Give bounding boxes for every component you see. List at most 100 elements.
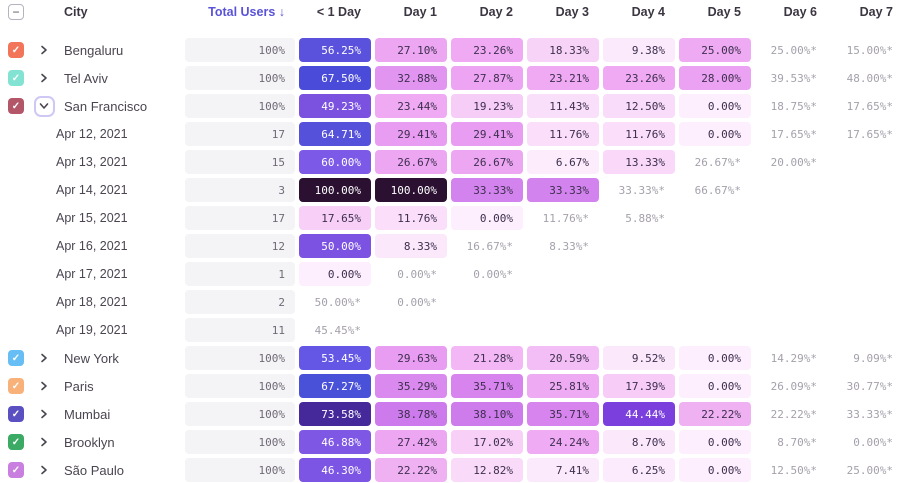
retention-cell[interactable]: 73.58% — [299, 402, 371, 426]
retention-cell[interactable]: 9.09%* — [853, 351, 893, 365]
retention-cell[interactable]: 26.67% — [375, 150, 447, 174]
expand-chevron-icon[interactable] — [32, 402, 56, 426]
row-checkbox[interactable]: ✓ — [8, 70, 24, 86]
retention-cell[interactable]: 46.88% — [299, 430, 371, 454]
retention-cell[interactable]: 25.81% — [527, 374, 599, 398]
retention-cell[interactable]: 28.00% — [679, 66, 751, 90]
retention-cell[interactable]: 17.65%* — [846, 127, 893, 141]
expand-chevron-icon[interactable] — [32, 430, 56, 454]
retention-cell[interactable]: 33.33% — [451, 178, 523, 202]
retention-cell[interactable]: 0.00% — [299, 262, 371, 286]
retention-cell[interactable]: 8.70% — [603, 430, 675, 454]
retention-cell[interactable]: 6.25% — [603, 458, 675, 482]
expand-chevron-icon[interactable] — [32, 374, 56, 398]
retention-cell[interactable]: 13.33% — [603, 150, 675, 174]
retention-cell[interactable]: 0.00% — [679, 122, 751, 146]
retention-cell[interactable]: 23.44% — [375, 94, 447, 118]
retention-cell[interactable]: 26.09%* — [770, 379, 817, 393]
retention-cell[interactable]: 29.41% — [451, 122, 523, 146]
retention-cell[interactable]: 48.00%* — [846, 71, 893, 85]
collapse-chevron-icon[interactable] — [32, 94, 56, 118]
retention-cell[interactable]: 11.76% — [527, 122, 599, 146]
select-all-checkbox[interactable]: − — [8, 4, 24, 20]
expand-chevron-icon[interactable] — [32, 346, 56, 370]
row-checkbox[interactable]: ✓ — [8, 434, 24, 450]
row-checkbox[interactable]: ✓ — [8, 98, 24, 114]
retention-cell[interactable]: 49.23% — [299, 94, 371, 118]
retention-cell[interactable]: 29.41% — [375, 122, 447, 146]
retention-cell[interactable]: 12.50%* — [770, 463, 817, 477]
retention-cell[interactable]: 20.00%* — [770, 155, 817, 169]
retention-cell[interactable]: 66.67%* — [694, 183, 741, 197]
retention-cell[interactable]: 0.00% — [679, 374, 751, 398]
retention-cell[interactable]: 18.33% — [527, 38, 599, 62]
column-header-total-users-sort[interactable]: Total Users ↓ — [208, 5, 285, 19]
retention-cell[interactable]: 17.02% — [451, 430, 523, 454]
retention-cell[interactable]: 67.50% — [299, 66, 371, 90]
expand-chevron-icon[interactable] — [32, 38, 56, 62]
retention-cell[interactable]: 17.65% — [299, 206, 371, 230]
retention-cell[interactable]: 9.38% — [603, 38, 675, 62]
retention-cell[interactable]: 50.00%* — [314, 295, 361, 309]
retention-cell[interactable]: 0.00%* — [473, 267, 513, 281]
retention-cell[interactable]: 17.65%* — [770, 127, 817, 141]
retention-cell[interactable]: 17.65%* — [846, 99, 893, 113]
retention-cell[interactable]: 67.27% — [299, 374, 371, 398]
retention-cell[interactable]: 8.33% — [375, 234, 447, 258]
retention-cell[interactable]: 16.67%* — [466, 239, 513, 253]
retention-cell[interactable]: 15.00%* — [846, 43, 893, 57]
retention-cell[interactable]: 6.67% — [527, 150, 599, 174]
retention-cell[interactable]: 0.00%* — [397, 267, 437, 281]
retention-cell[interactable]: 23.21% — [527, 66, 599, 90]
retention-cell[interactable]: 8.33%* — [549, 239, 589, 253]
retention-cell[interactable]: 0.00% — [679, 94, 751, 118]
retention-cell[interactable]: 38.78% — [375, 402, 447, 426]
row-checkbox[interactable]: ✓ — [8, 350, 24, 366]
retention-cell[interactable]: 11.76% — [375, 206, 447, 230]
retention-cell[interactable]: 18.75%* — [770, 99, 817, 113]
retention-cell[interactable]: 20.59% — [527, 346, 599, 370]
retention-cell[interactable]: 25.00%* — [846, 463, 893, 477]
retention-cell[interactable]: 23.26% — [451, 38, 523, 62]
retention-cell[interactable]: 12.82% — [451, 458, 523, 482]
retention-cell[interactable]: 30.77%* — [846, 379, 893, 393]
retention-cell[interactable]: 0.00%* — [397, 295, 437, 309]
retention-cell[interactable]: 12.50% — [603, 94, 675, 118]
row-checkbox[interactable]: ✓ — [8, 406, 24, 422]
retention-cell[interactable]: 25.00%* — [770, 43, 817, 57]
retention-cell[interactable]: 29.63% — [375, 346, 447, 370]
retention-cell[interactable]: 32.88% — [375, 66, 447, 90]
retention-cell[interactable]: 27.42% — [375, 430, 447, 454]
retention-cell[interactable]: 23.26% — [603, 66, 675, 90]
retention-cell[interactable]: 100.00% — [375, 178, 447, 202]
retention-cell[interactable]: 21.28% — [451, 346, 523, 370]
retention-cell[interactable]: 38.10% — [451, 402, 523, 426]
retention-cell[interactable]: 56.25% — [299, 38, 371, 62]
retention-cell[interactable]: 19.23% — [451, 94, 523, 118]
retention-cell[interactable]: 8.70%* — [777, 435, 817, 449]
retention-cell[interactable]: 27.87% — [451, 66, 523, 90]
retention-cell[interactable]: 26.67%* — [694, 155, 741, 169]
retention-cell[interactable]: 25.00% — [679, 38, 751, 62]
retention-cell[interactable]: 9.52% — [603, 346, 675, 370]
retention-cell[interactable]: 14.29%* — [770, 351, 817, 365]
retention-cell[interactable]: 35.29% — [375, 374, 447, 398]
retention-cell[interactable]: 26.67% — [451, 150, 523, 174]
retention-cell[interactable]: 11.76% — [603, 122, 675, 146]
row-checkbox[interactable]: ✓ — [8, 42, 24, 58]
retention-cell[interactable]: 60.00% — [299, 150, 371, 174]
retention-cell[interactable]: 44.44% — [603, 402, 675, 426]
retention-cell[interactable]: 0.00% — [679, 430, 751, 454]
retention-cell[interactable]: 22.22% — [375, 458, 447, 482]
retention-cell[interactable]: 11.43% — [527, 94, 599, 118]
retention-cell[interactable]: 33.33%* — [618, 183, 665, 197]
retention-cell[interactable]: 64.71% — [299, 122, 371, 146]
retention-cell[interactable]: 22.22%* — [770, 407, 817, 421]
expand-chevron-icon[interactable] — [32, 66, 56, 90]
retention-cell[interactable]: 33.33% — [527, 178, 599, 202]
retention-cell[interactable]: 33.33%* — [846, 407, 893, 421]
retention-cell[interactable]: 46.30% — [299, 458, 371, 482]
row-checkbox[interactable]: ✓ — [8, 462, 24, 478]
retention-cell[interactable]: 22.22% — [679, 402, 751, 426]
retention-cell[interactable]: 11.76%* — [542, 211, 589, 225]
